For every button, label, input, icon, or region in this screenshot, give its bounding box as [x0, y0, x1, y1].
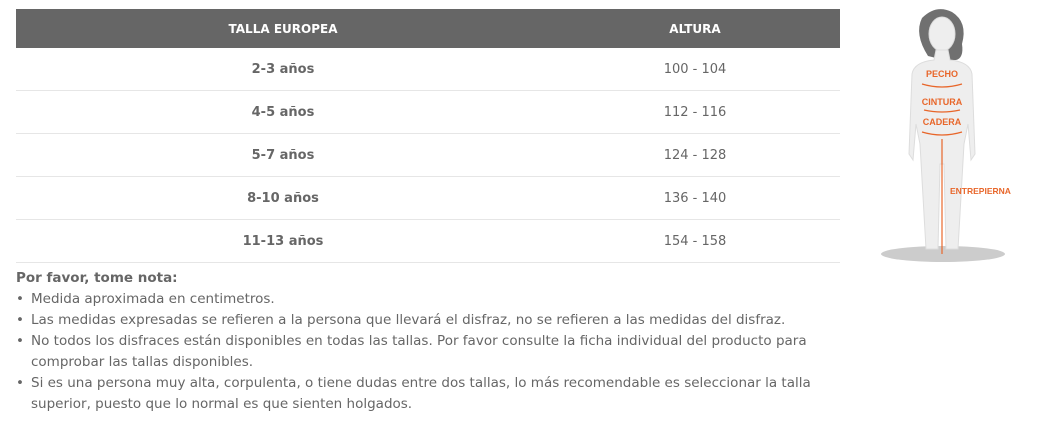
- size-cell: 2-3 años: [16, 48, 550, 91]
- label-hip: CADERA: [923, 117, 962, 127]
- table-row: 5-7 años 124 - 128: [16, 133, 840, 177]
- header-height: ALTURA: [550, 9, 840, 48]
- header-size: TALLA EUROPEA: [16, 9, 550, 48]
- size-cell: 4-5 años: [16, 90, 550, 134]
- label-chest: PECHO: [926, 69, 958, 79]
- notes: Por favor, tome nota: Medida aproximada …: [16, 268, 816, 415]
- floor-shadow: [881, 246, 1005, 262]
- body-measurement-figure: PECHO CINTURA CADERA ENTREPIERNA: [881, 9, 1011, 262]
- table-row: 8-10 años 136 - 140: [16, 176, 840, 220]
- note-item: No todos los disfraces están disponibles…: [16, 331, 816, 373]
- size-cell: 11-13 años: [16, 219, 550, 263]
- height-cell: 112 - 116: [550, 90, 840, 134]
- size-cell: 8-10 años: [16, 176, 550, 220]
- size-cell: 5-7 años: [16, 133, 550, 177]
- height-cell: 124 - 128: [550, 133, 840, 177]
- table-row: 11-13 años 154 - 158: [16, 219, 840, 263]
- note-item: Las medidas expresadas se refieren a la …: [16, 310, 816, 331]
- height-cell: 136 - 140: [550, 176, 840, 220]
- height-cell: 100 - 104: [550, 48, 840, 91]
- size-table: TALLA EUROPEA ALTURA 2-3 años 100 - 104 4-…: [16, 9, 840, 263]
- table-header: TALLA EUROPEA ALTURA: [16, 9, 840, 48]
- table-row: 2-3 años 100 - 104: [16, 48, 840, 91]
- table-row: 4-5 años 112 - 116: [16, 90, 840, 134]
- label-inseam: ENTREPIERNA: [950, 186, 1011, 196]
- height-cell: 154 - 158: [550, 219, 840, 263]
- head: [928, 16, 956, 52]
- notes-title: Por favor, tome nota:: [16, 270, 178, 286]
- label-waist: CINTURA: [922, 97, 963, 107]
- note-item: Medida aproximada en centimetros.: [16, 289, 816, 310]
- note-item: Si es una persona muy alta, corpulenta, …: [16, 373, 816, 415]
